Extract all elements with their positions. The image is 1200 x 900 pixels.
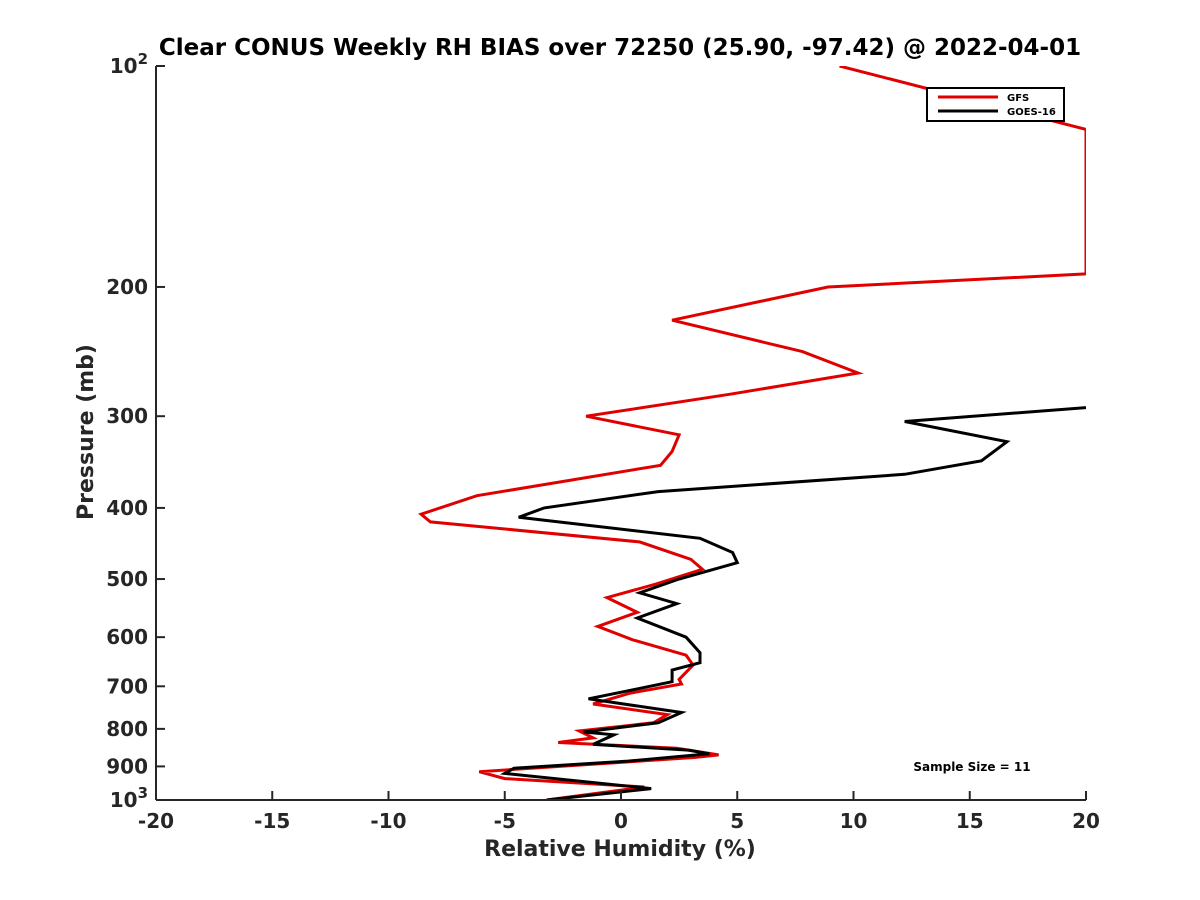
legend-label: GFS (1007, 93, 1029, 104)
y-tick-label: 200 (106, 275, 148, 299)
x-tick-label: 5 (730, 809, 744, 833)
y-tick-label: 102 (110, 50, 148, 78)
y-axis-label: Pressure (mb) (74, 344, 99, 520)
axes (155, 66, 1086, 801)
x-axis-ticks: -20 -15 -10 -5 0 5 10 15 20 (138, 791, 1100, 833)
legend-label: GOES-16 (1007, 107, 1056, 118)
legend-box (926, 87, 1065, 122)
x-tick-label: 10 (840, 809, 868, 833)
chart-title: Clear CONUS Weekly RH BIAS over 72250 (2… (159, 35, 1081, 61)
y-tick-label: 500 (106, 567, 148, 591)
y-tick-label: 700 (106, 674, 148, 698)
series-line-goes-16 (499, 406, 1086, 800)
x-tick-label: -15 (254, 809, 290, 833)
x-tick-label: -20 (138, 809, 174, 833)
y-axis-ticks: 102 200 300 400 500 600 700 800 900 103 (106, 50, 165, 812)
x-tick-label: 0 (614, 809, 628, 833)
sample-size-annotation: Sample Size = 11 (913, 760, 1030, 774)
y-tick-label: 600 (106, 625, 148, 649)
y-tick-label: 900 (106, 754, 148, 778)
plot-lines (418, 66, 1086, 800)
x-tick-label: -10 (370, 809, 406, 833)
x-tick-label: 20 (1072, 809, 1100, 833)
y-tick-label: 300 (106, 404, 148, 428)
y-tick-label: 400 (106, 496, 148, 520)
y-tick-label: 103 (110, 784, 148, 812)
x-axis-label: Relative Humidity (%) (484, 837, 756, 862)
series-line-gfs (418, 66, 1086, 800)
x-tick-label: -5 (494, 809, 516, 833)
y-tick-label: 800 (106, 717, 148, 741)
x-tick-label: 15 (956, 809, 984, 833)
legend: GFS GOES-16 (926, 87, 1065, 122)
